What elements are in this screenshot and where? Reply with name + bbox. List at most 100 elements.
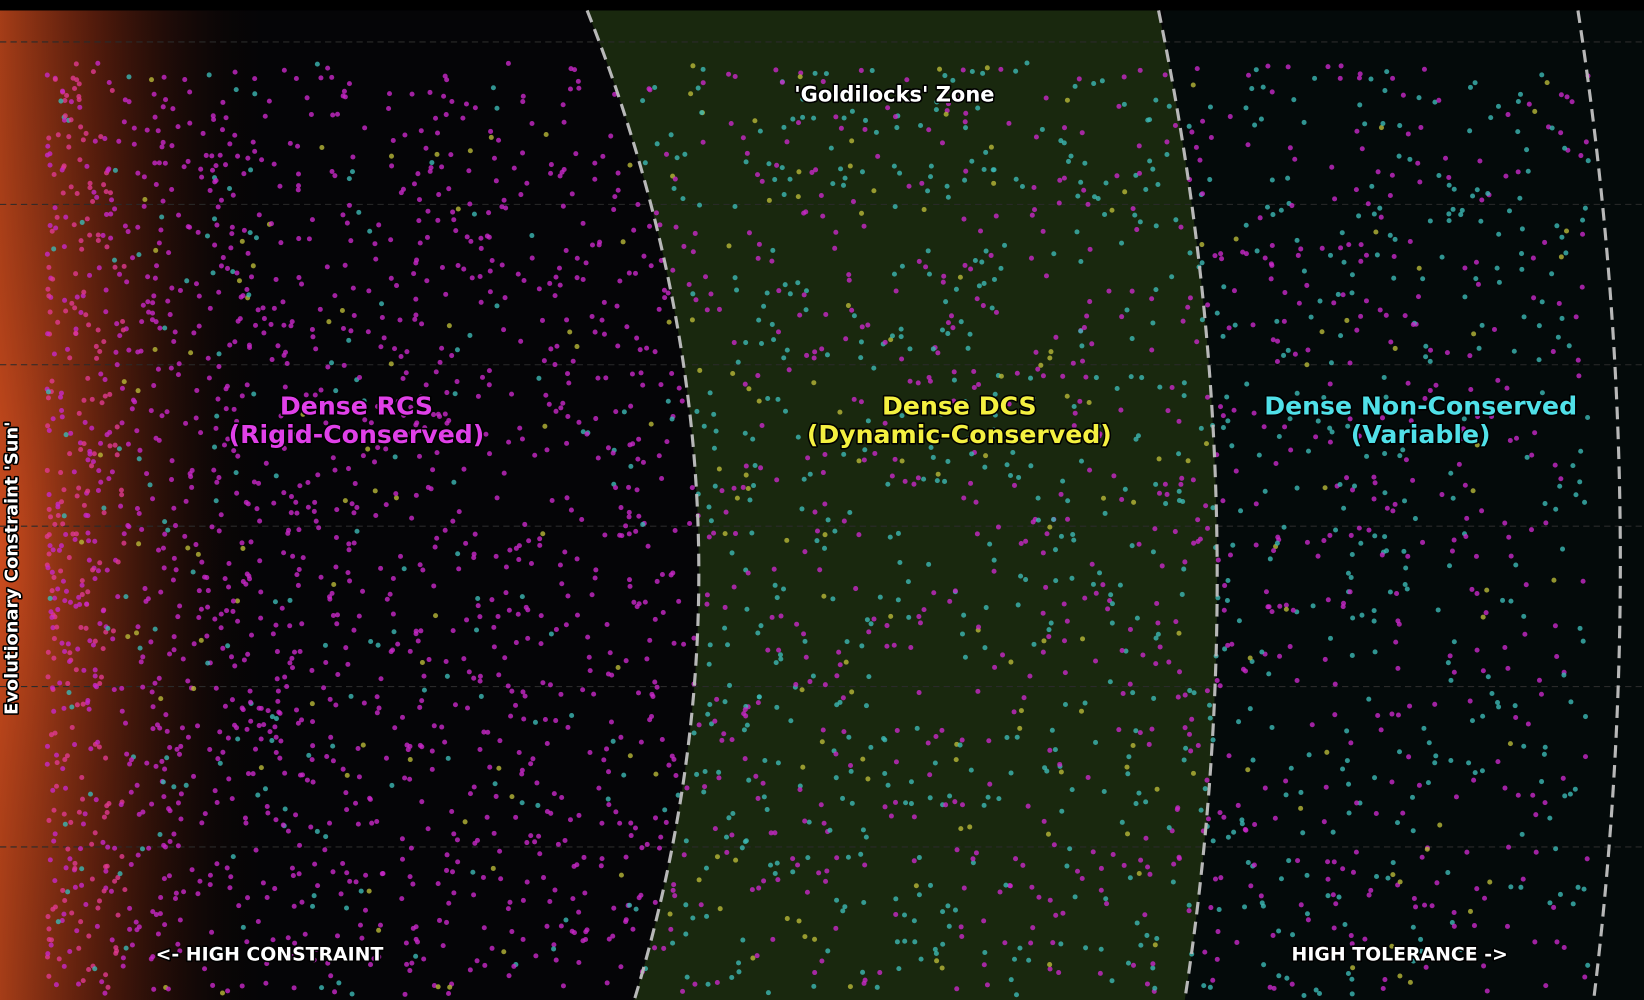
point: [477, 614, 483, 620]
point: [1322, 656, 1328, 662]
point: [1277, 603, 1283, 609]
point: [1285, 175, 1291, 181]
point: [175, 941, 181, 947]
point: [383, 755, 389, 761]
point: [1474, 647, 1480, 653]
point: [589, 242, 596, 248]
point: [1011, 482, 1018, 488]
point: [1245, 767, 1251, 773]
point: [688, 91, 694, 97]
point: [361, 398, 367, 404]
point: [158, 894, 164, 900]
point: [1325, 597, 1331, 603]
point: [260, 880, 266, 886]
point: [983, 605, 989, 611]
point: [288, 494, 294, 500]
point: [1214, 956, 1220, 962]
point: [1082, 160, 1088, 166]
point: [1578, 153, 1584, 159]
point: [508, 713, 514, 719]
point: [65, 846, 71, 852]
point: [1107, 679, 1113, 685]
point: [1525, 721, 1531, 727]
point: [501, 197, 507, 203]
point: [52, 521, 58, 527]
point: [330, 612, 336, 619]
point: [804, 889, 810, 895]
point: [1262, 255, 1268, 261]
point: [125, 441, 131, 447]
point: [83, 130, 89, 136]
point: [188, 474, 194, 480]
point: [295, 582, 301, 588]
point: [79, 774, 85, 780]
point: [211, 116, 217, 123]
point: [902, 478, 908, 484]
point: [1295, 858, 1301, 864]
point: [1180, 318, 1186, 324]
point: [1304, 911, 1310, 917]
point: [617, 278, 623, 284]
point: [812, 349, 818, 355]
point: [640, 459, 646, 465]
point: [1191, 690, 1197, 696]
point: [72, 860, 78, 866]
point: [1298, 246, 1304, 252]
point: [1102, 510, 1108, 516]
point: [943, 111, 949, 117]
point: [427, 168, 433, 174]
point: [470, 869, 476, 875]
point: [800, 114, 806, 120]
point: [173, 890, 179, 896]
point: [552, 293, 558, 299]
point: [541, 875, 547, 881]
point: [820, 470, 826, 476]
point: [55, 512, 61, 519]
point: [660, 609, 666, 615]
point: [315, 883, 321, 889]
point: [967, 824, 973, 830]
point: [286, 527, 292, 533]
point: [410, 881, 416, 887]
point: [117, 271, 123, 277]
point: [386, 105, 392, 112]
point: [61, 963, 67, 969]
point: [248, 167, 254, 173]
point: [520, 897, 526, 903]
point: [729, 737, 735, 743]
point: [74, 77, 80, 83]
point: [230, 608, 236, 614]
point: [397, 553, 404, 559]
point: [635, 456, 641, 462]
point: [1144, 932, 1150, 938]
point: [100, 232, 106, 238]
point: [211, 467, 217, 473]
point: [580, 220, 586, 226]
point: [243, 499, 249, 505]
point: [1060, 910, 1066, 916]
point: [136, 456, 142, 462]
point: [800, 764, 806, 770]
point: [1095, 196, 1101, 202]
point: [885, 481, 891, 487]
point: [846, 272, 852, 278]
point: [821, 820, 827, 826]
point: [261, 722, 267, 728]
point: [72, 742, 78, 748]
point: [1182, 725, 1188, 731]
point: [391, 629, 397, 635]
point: [790, 856, 796, 862]
point: [519, 800, 525, 806]
point: [51, 807, 57, 813]
point: [544, 923, 550, 929]
point: [1008, 659, 1014, 665]
point: [882, 339, 888, 345]
point: [309, 667, 315, 673]
point: [423, 145, 429, 151]
point: [215, 396, 221, 402]
point: [926, 561, 932, 567]
point: [50, 547, 56, 553]
point: [1090, 849, 1096, 855]
point: [1100, 582, 1106, 588]
point: [152, 114, 158, 120]
